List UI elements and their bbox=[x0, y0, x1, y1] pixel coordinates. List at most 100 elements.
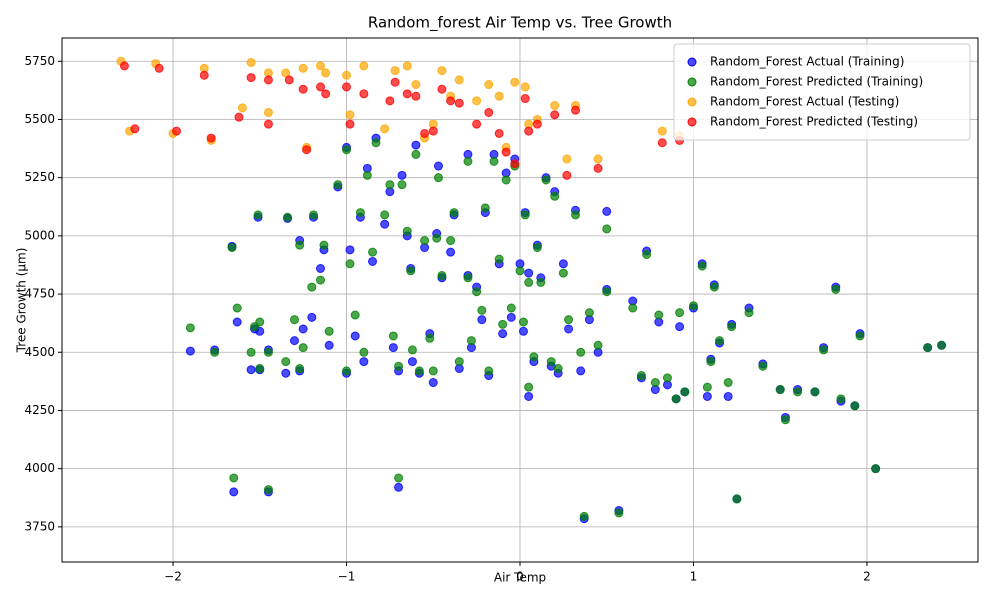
point bbox=[185, 346, 195, 356]
point bbox=[232, 303, 242, 313]
legend: Random_Forest Actual (Training) Random_Fo… bbox=[673, 43, 971, 141]
point bbox=[571, 105, 581, 115]
point bbox=[524, 126, 534, 136]
point bbox=[520, 82, 530, 92]
point bbox=[315, 61, 325, 71]
point bbox=[454, 98, 464, 108]
point bbox=[541, 175, 551, 185]
point bbox=[477, 315, 487, 325]
point bbox=[850, 401, 860, 411]
point bbox=[871, 464, 881, 474]
y-tick-label: 5500 bbox=[24, 112, 55, 126]
point bbox=[576, 366, 586, 376]
point bbox=[289, 336, 299, 346]
point bbox=[229, 487, 239, 497]
point bbox=[579, 511, 589, 521]
point bbox=[454, 357, 464, 367]
point bbox=[362, 170, 372, 180]
point bbox=[298, 84, 308, 94]
point bbox=[558, 259, 568, 269]
point bbox=[394, 473, 404, 483]
point bbox=[706, 357, 716, 367]
point bbox=[345, 245, 355, 255]
point bbox=[263, 347, 273, 357]
grid bbox=[62, 38, 978, 562]
point bbox=[532, 243, 542, 253]
point bbox=[380, 219, 390, 229]
point bbox=[390, 77, 400, 87]
point bbox=[232, 317, 242, 327]
point bbox=[263, 119, 273, 129]
legend-label: Random_Forest Predicted (Training) bbox=[710, 75, 923, 89]
point bbox=[185, 323, 195, 333]
ticks: −2 −1 0 1 2 3750 4000 4250 4500 4750 5000 5250 5500 5… bbox=[24, 54, 870, 584]
point bbox=[229, 473, 239, 483]
point bbox=[350, 310, 360, 320]
point bbox=[937, 340, 947, 350]
point bbox=[380, 124, 390, 134]
point bbox=[650, 378, 660, 388]
point bbox=[420, 236, 430, 246]
point bbox=[284, 75, 294, 85]
point bbox=[428, 126, 438, 136]
point bbox=[564, 315, 574, 325]
point bbox=[428, 366, 438, 376]
point bbox=[454, 75, 464, 85]
point bbox=[407, 345, 417, 355]
point bbox=[437, 270, 447, 280]
chart-title: Random_forest Air Temp vs. Tree Growth bbox=[368, 14, 672, 33]
point bbox=[342, 82, 352, 92]
point bbox=[529, 352, 539, 362]
point bbox=[119, 61, 129, 71]
y-tick-label: 3750 bbox=[24, 519, 55, 533]
legend-box bbox=[673, 43, 971, 141]
legend-marker bbox=[687, 77, 697, 87]
point bbox=[715, 336, 725, 346]
point bbox=[385, 180, 395, 190]
point bbox=[642, 249, 652, 259]
point bbox=[388, 343, 398, 353]
point bbox=[283, 212, 293, 222]
point bbox=[407, 357, 417, 367]
point bbox=[550, 110, 560, 120]
y-tick-label: 5750 bbox=[24, 54, 55, 68]
point bbox=[602, 224, 612, 234]
point bbox=[723, 378, 733, 388]
point bbox=[411, 140, 421, 150]
y-tick-label: 5250 bbox=[24, 170, 55, 184]
point bbox=[390, 66, 400, 76]
x-tick-label: 0 bbox=[516, 570, 524, 584]
point bbox=[368, 247, 378, 257]
point bbox=[397, 170, 407, 180]
point bbox=[688, 301, 698, 311]
point bbox=[680, 387, 690, 397]
point bbox=[206, 133, 216, 143]
point bbox=[831, 284, 841, 294]
point bbox=[130, 124, 140, 134]
point bbox=[263, 75, 273, 85]
point bbox=[657, 138, 667, 148]
point bbox=[263, 107, 273, 117]
y-axis-label: Tree Growth (μm) bbox=[15, 248, 29, 354]
point bbox=[923, 343, 933, 353]
point bbox=[593, 154, 603, 164]
point bbox=[172, 126, 181, 136]
y-tick-label: 4500 bbox=[24, 345, 55, 359]
x-tick-label: −2 bbox=[164, 570, 182, 584]
point bbox=[484, 366, 494, 376]
point bbox=[463, 156, 473, 166]
legend-label: Random_Forest Actual (Training) bbox=[710, 55, 904, 69]
point bbox=[449, 208, 459, 218]
point bbox=[411, 149, 421, 159]
point bbox=[518, 317, 528, 327]
point bbox=[359, 357, 369, 367]
point bbox=[546, 357, 556, 367]
point bbox=[498, 329, 508, 339]
point bbox=[520, 210, 530, 220]
point bbox=[671, 394, 681, 404]
point bbox=[520, 94, 530, 104]
point bbox=[345, 110, 355, 120]
point bbox=[593, 340, 603, 350]
point bbox=[253, 210, 263, 220]
point bbox=[199, 70, 209, 80]
